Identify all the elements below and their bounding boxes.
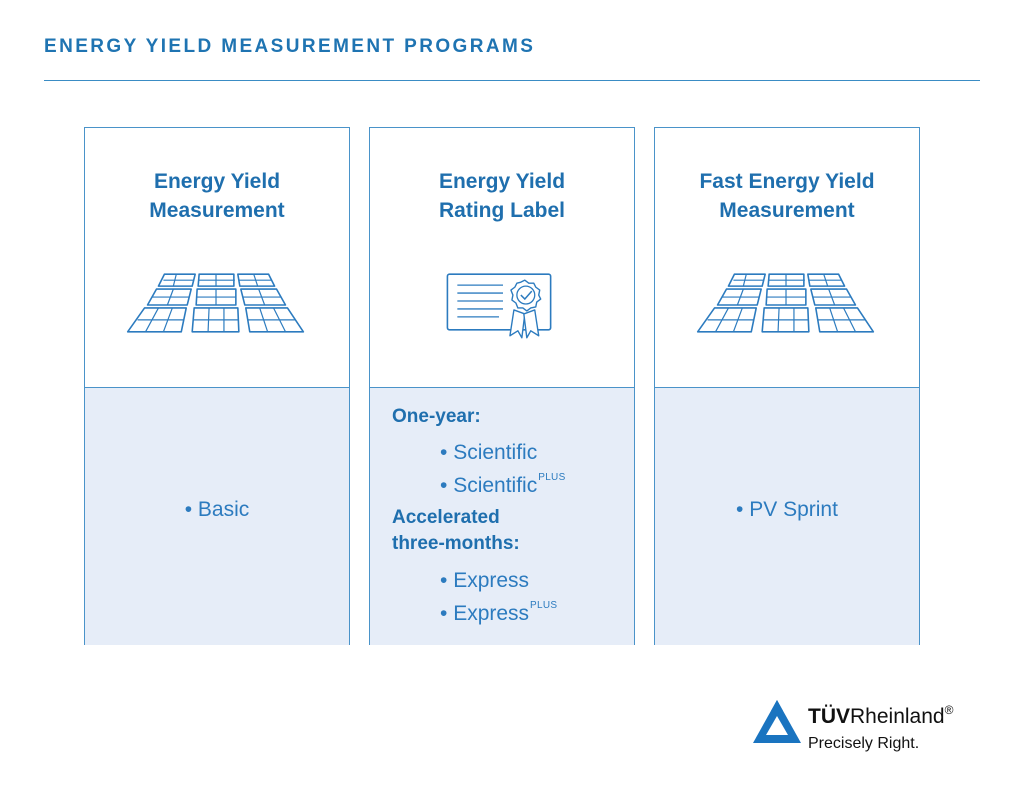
program-card-energy-yield-measurement: Energy Yield Measurement xyxy=(84,127,350,645)
title-divider xyxy=(44,80,980,81)
card-body: One-year: • Scientific • ScientificPLUS … xyxy=(370,387,634,645)
card-title: Energy Yield Measurement xyxy=(85,167,349,225)
card-title-line: Energy Yield xyxy=(438,170,566,193)
item-label: Scientific xyxy=(453,441,538,464)
card-title-line: Energy Yield xyxy=(153,170,281,193)
registered-mark: ® xyxy=(944,703,954,717)
tuv-triangle-icon xyxy=(753,700,801,743)
tagline: Precisely Right. xyxy=(808,735,920,752)
card-title: Energy Yield Rating Label xyxy=(370,167,634,225)
item-label: Express xyxy=(453,569,530,592)
program-card-energy-yield-rating-label: Energy Yield Rating Label One-year: • Sc… xyxy=(369,127,635,645)
card-title-line: Measurement xyxy=(719,199,855,222)
solar-panels-icon xyxy=(126,273,305,333)
list-item: • Express xyxy=(440,569,530,592)
list-item: • PV Sprint xyxy=(736,498,838,521)
group-heading: Accelerated three-months: xyxy=(392,505,520,557)
group-heading-line: Accelerated xyxy=(392,507,500,528)
card-header: Energy Yield Rating Label xyxy=(370,128,634,387)
superscript: PLUS xyxy=(530,600,558,611)
card-title: Fast Energy Yield Measurement xyxy=(655,167,919,225)
card-title-line: Rating Label xyxy=(438,199,565,222)
superscript: PLUS xyxy=(538,472,566,483)
program-card-fast-energy-yield-measurement: Fast Energy Yield Measurement xyxy=(654,127,920,645)
item-label: Basic xyxy=(197,498,250,521)
card-header: Energy Yield Measurement xyxy=(85,128,349,387)
list-item: • Basic xyxy=(184,498,250,521)
brand-name: TÜVRheinland® xyxy=(808,703,953,729)
brand-rest: Rheinland xyxy=(850,705,945,728)
tuv-rheinland-logo: TÜVRheinland® Precisely Right. xyxy=(752,697,992,767)
card-header: Fast Energy Yield Measurement xyxy=(655,128,919,387)
group-heading-line: three-months: xyxy=(392,533,520,554)
list-item: • ScientificPLUS xyxy=(440,472,566,497)
list-item: • Scientific xyxy=(440,441,538,464)
page-title: ENERGY YIELD MEASUREMENT PROGRAMS xyxy=(44,36,536,57)
list-item: • ExpressPLUS xyxy=(440,600,558,625)
card-body: • Basic xyxy=(85,387,349,645)
solar-panels-icon xyxy=(696,273,875,333)
card-title-line: Fast Energy Yield xyxy=(699,170,875,193)
item-label: Express xyxy=(453,602,530,625)
group-heading: One-year: xyxy=(392,404,481,430)
card-body: • PV Sprint xyxy=(655,387,919,645)
item-label: Scientific xyxy=(453,474,538,497)
certificate-icon xyxy=(446,273,552,339)
brand-bold: TÜV xyxy=(808,705,850,728)
group-heading-line: One-year: xyxy=(392,406,481,427)
item-label: PV Sprint xyxy=(749,498,838,521)
card-title-line: Measurement xyxy=(149,199,285,222)
